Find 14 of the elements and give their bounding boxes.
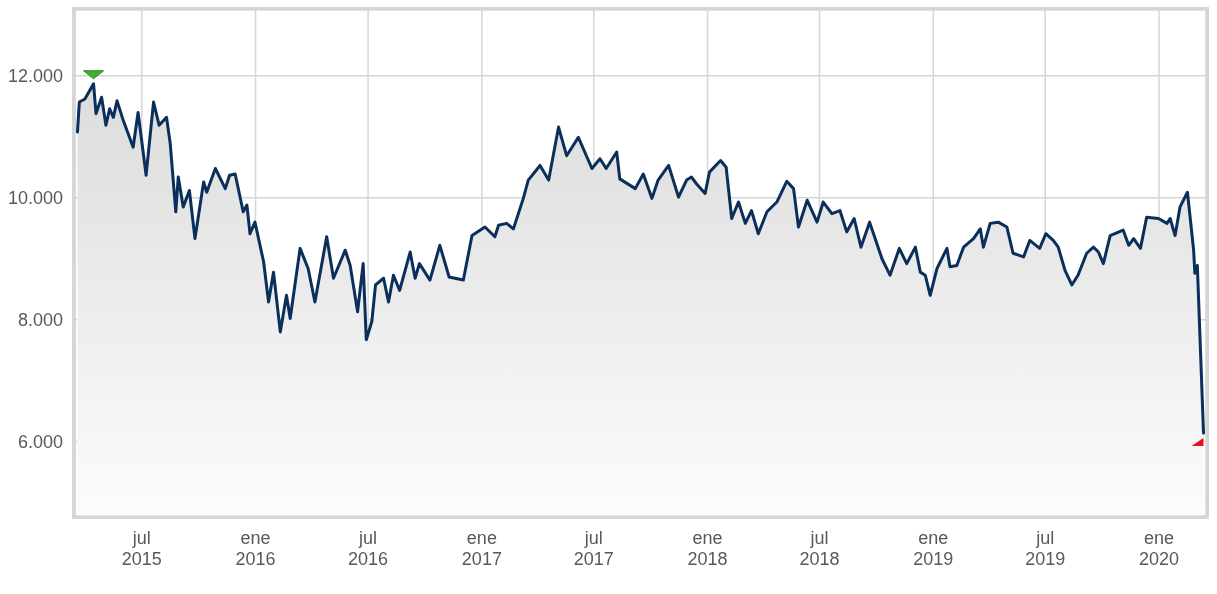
x-tick-label: ene 2018: [687, 528, 728, 569]
y-tick-label: 8.000: [17, 310, 63, 331]
x-tick-label: ene 2017: [461, 528, 502, 569]
y-tick-label: 6.000: [17, 432, 63, 453]
x-tick-label: jul 2015: [121, 528, 162, 569]
x-tick-label: jul 2017: [573, 528, 614, 569]
x-tick-label: ene 2020: [1138, 528, 1180, 569]
x-tick-label: ene 2019: [913, 528, 954, 569]
x-tick-label: jul 2018: [799, 528, 840, 569]
x-tick-label: ene 2016: [235, 528, 276, 569]
y-tick-label: 10.000: [7, 188, 63, 209]
x-tick-label: jul 2016: [348, 528, 389, 569]
y-tick-label: 12.000: [7, 66, 63, 87]
x-tick-label: jul 2019: [1025, 528, 1066, 569]
